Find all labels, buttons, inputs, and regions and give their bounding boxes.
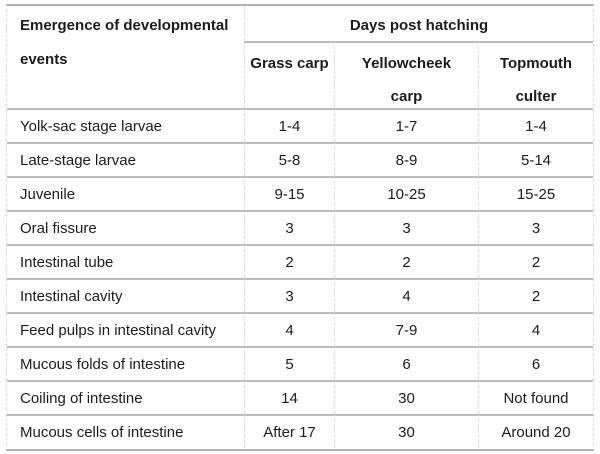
corner-header-line2: events: [20, 51, 68, 68]
column-header-grass-carp: Grass carp: [244, 41, 334, 108]
cell-value: 5-8: [244, 142, 334, 176]
row-label: Juvenile: [7, 176, 244, 210]
column-header-line2: carp: [390, 88, 423, 105]
row-label: Oral fissure: [7, 210, 244, 244]
row-label: Mucous folds of intestine: [7, 346, 244, 380]
cell-value: 7-9: [334, 312, 478, 346]
cell-value: 5-14: [478, 142, 593, 176]
column-header-line2: culter: [515, 88, 557, 105]
cell-value: 3: [478, 210, 593, 244]
cell-value: 3: [334, 210, 478, 244]
cell-value: 30: [334, 380, 478, 414]
row-label: Mucous cells of intestine: [7, 414, 244, 448]
cell-value: Around 20: [478, 414, 593, 448]
cell-value: 8-9: [334, 142, 478, 176]
row-label: Late-stage larvae: [7, 142, 244, 176]
row-label: Intestinal cavity: [7, 278, 244, 312]
cell-value: 2: [244, 244, 334, 278]
cell-value: 2: [478, 278, 593, 312]
corner-header-line1: Emergence of developmental: [20, 17, 229, 34]
cell-value: 9-15: [244, 176, 334, 210]
cell-value: 30: [334, 414, 478, 448]
column-header-topmouth-culter: Topmouth culter: [478, 41, 593, 108]
group-header-days-post-hatching: Days post hatching: [244, 6, 593, 41]
row-label: Coiling of intestine: [7, 380, 244, 414]
cell-value: 3: [244, 210, 334, 244]
cell-value: 2: [334, 244, 478, 278]
cell-value: 1-4: [244, 108, 334, 142]
column-header-line1: Topmouth: [499, 55, 573, 72]
cell-value: Not found: [478, 380, 593, 414]
cell-value: 4: [478, 312, 593, 346]
cell-value: 6: [334, 346, 478, 380]
cell-value: 5: [244, 346, 334, 380]
cell-value: 2: [478, 244, 593, 278]
cell-value: 6: [478, 346, 593, 380]
column-header-line1: Grass carp: [250, 55, 329, 72]
cell-value: After 17: [244, 414, 334, 448]
row-label: Feed pulps in intestinal cavity: [7, 312, 244, 346]
column-header-line1: Yellowcheek: [361, 55, 452, 72]
cell-value: 14: [244, 380, 334, 414]
cell-value: 4: [244, 312, 334, 346]
corner-header-cell: Emergence of developmental events: [7, 6, 244, 108]
developmental-events-table: Emergence of developmental events Days p…: [6, 4, 594, 451]
column-header-yellowcheek-carp: Yellowcheek carp: [334, 41, 478, 108]
row-label: Yolk-sac stage larvae: [7, 108, 244, 142]
cell-value: 1-7: [334, 108, 478, 142]
cell-value: 4: [334, 278, 478, 312]
cell-value: 10-25: [334, 176, 478, 210]
cell-value: 3: [244, 278, 334, 312]
cell-value: 1-4: [478, 108, 593, 142]
cell-value: 15-25: [478, 176, 593, 210]
row-label: Intestinal tube: [7, 244, 244, 278]
